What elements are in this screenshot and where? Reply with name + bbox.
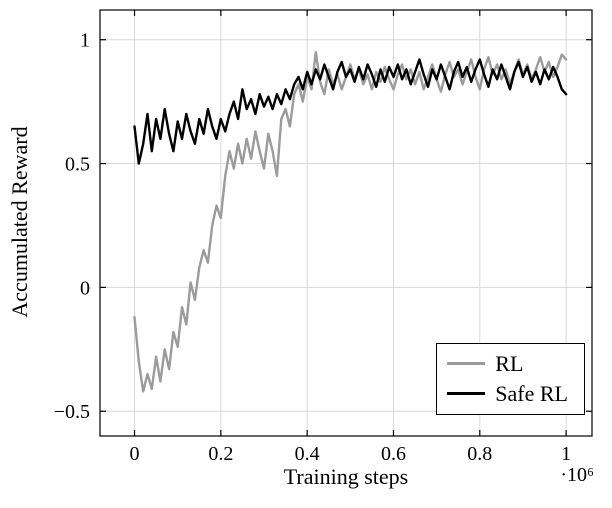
legend: RL Safe RL	[436, 342, 585, 415]
legend-label-safe-rl: Safe RL	[495, 380, 568, 406]
legend-entry-safe-rl: Safe RL	[447, 380, 568, 406]
legend-swatch-rl	[447, 362, 486, 366]
x-tick-label: 0	[130, 443, 140, 465]
plot-border	[99, 9, 593, 437]
x-axis-label: Training steps	[283, 464, 409, 489]
x-tick-label: 0.4	[295, 443, 320, 465]
y-tick-label: 0.5	[65, 154, 90, 176]
legend-label-rl: RL	[495, 350, 524, 376]
x-axis-multiplier: ·10⁶	[560, 464, 594, 486]
series-line-rl	[133, 50, 568, 393]
x-tick-label: 0.6	[381, 443, 406, 465]
tick-labels: 0 0.2 0.4 0.6 0.8 1 −0.5 0 0.5 1	[54, 30, 571, 465]
y-tick-label: −0.5	[54, 401, 90, 423]
series-line-safe-rl	[133, 58, 568, 165]
x-tick-label: 1	[561, 443, 571, 465]
y-tick-label: 0	[80, 277, 90, 299]
x-tick-label: 0.8	[467, 443, 492, 465]
axis-ticks	[100, 10, 592, 436]
x-tick-label: 0.2	[208, 443, 233, 465]
y-axis-label: Accumulated Reward	[7, 126, 32, 318]
legend-swatch-safe-rl	[447, 392, 486, 396]
y-tick-label: 1	[80, 30, 90, 52]
legend-entry-rl: RL	[447, 350, 568, 376]
